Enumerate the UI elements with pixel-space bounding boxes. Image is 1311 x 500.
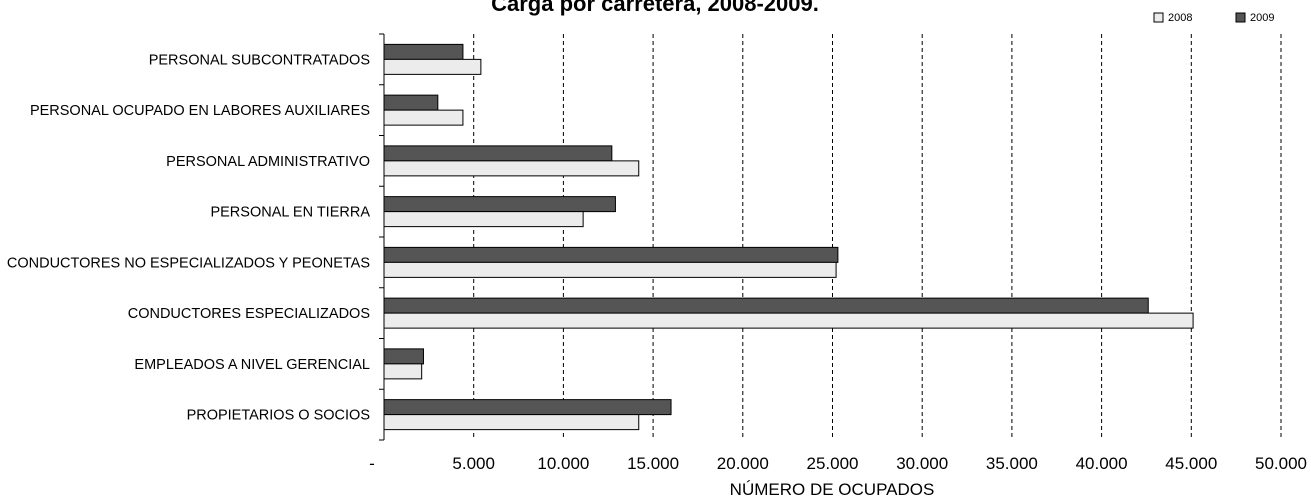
- legend-label-2008: 2008: [1168, 12, 1192, 24]
- bar-2008: [383, 211, 584, 228]
- category-label: CONDUCTORES ESPECIALIZADOS: [128, 306, 370, 322]
- axes: [379, 33, 385, 441]
- bar-2008: [383, 363, 423, 380]
- bars: [383, 43, 1194, 431]
- bar-2008: [383, 414, 640, 431]
- bar-2009: [383, 297, 1149, 314]
- category-label: PERSONAL ADMINISTRATIVO: [166, 154, 370, 170]
- legend-swatch-2009: [1235, 12, 1246, 23]
- bar-2008: [383, 58, 482, 75]
- bar-2008: [383, 312, 1194, 329]
- bar-2009: [383, 43, 464, 60]
- bar-2009: [383, 399, 672, 416]
- x-tick-label: 40.000: [1076, 454, 1128, 473]
- category-label: CONDUCTORES NO ESPECIALIZADOS Y PEONETAS: [7, 255, 370, 271]
- category-label: EMPLEADOS A NIVEL GERENCIAL: [134, 357, 370, 373]
- category-label: PROPIETARIOS O SOCIOS: [187, 408, 370, 424]
- category-label: PERSONAL SUBCONTRATADOS: [149, 52, 370, 68]
- bar-2009: [383, 145, 613, 162]
- category-label: PERSONAL EN TIERRA: [210, 205, 370, 221]
- x-tick-label: 20.000: [717, 454, 769, 473]
- bar-2008: [383, 160, 640, 177]
- x-tick-label: 5.000: [452, 454, 495, 473]
- x-tick-label: 15.000: [627, 454, 679, 473]
- bar-2009: [383, 196, 616, 213]
- x-tick-label: 10.000: [537, 454, 589, 473]
- x-tick-label: 30.000: [896, 454, 948, 473]
- bar-2008: [383, 109, 464, 126]
- x-tick-label: 45.000: [1165, 454, 1217, 473]
- bar-2008: [383, 261, 837, 278]
- x-tick-labels: - 5.000 10.000 15.000 20.000 25.000 30.000 35.0…: [369, 454, 1307, 473]
- chart-title: Carga por carretera, 2008-2009.: [491, 0, 819, 16]
- bar-2009: [383, 348, 424, 365]
- category-labels: PERSONAL SUBCONTRATADOS PERSONAL OCUPADO …: [7, 52, 370, 423]
- x-axis-title: NÚMERO DE OCUPADOS: [730, 480, 935, 499]
- legend-label-2009: 2009: [1250, 12, 1274, 24]
- bar-2009: [383, 94, 439, 111]
- x-tick-label: -: [369, 454, 375, 473]
- x-tick-label: 50.000: [1255, 454, 1307, 473]
- category-label: PERSONAL OCUPADO EN LABORES AUXILIARES: [30, 103, 370, 119]
- bar-2009: [383, 246, 839, 263]
- grid: [473, 34, 1282, 440]
- x-tick-label: 25.000: [807, 454, 859, 473]
- legend-swatch-2008: [1153, 12, 1164, 23]
- x-tick-label: 35.000: [986, 454, 1038, 473]
- legend: 2008 2009: [1153, 12, 1274, 24]
